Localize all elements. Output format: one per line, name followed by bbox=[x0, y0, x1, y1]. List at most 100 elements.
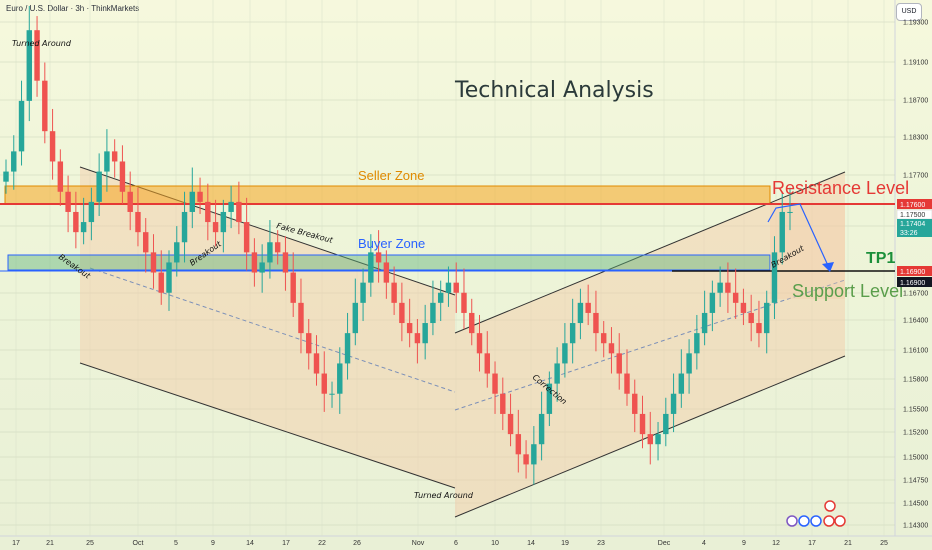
candle-body bbox=[414, 333, 421, 344]
candle-body bbox=[569, 323, 576, 344]
candle-body bbox=[763, 302, 770, 334]
flag-event-icon-3[interactable] bbox=[823, 515, 835, 527]
x-tick-label: 25 bbox=[880, 540, 888, 547]
svg-text:1.17404: 1.17404 bbox=[900, 221, 925, 228]
flag-event-icon-5[interactable] bbox=[824, 500, 836, 512]
candle-body bbox=[282, 252, 289, 273]
price-tag-support-red: 1.16900 bbox=[897, 266, 932, 276]
candle-body bbox=[274, 242, 281, 253]
candle-body bbox=[259, 262, 265, 273]
candle-body bbox=[756, 323, 762, 334]
candle-body bbox=[562, 343, 568, 364]
candle-body bbox=[337, 363, 343, 394]
flag-event-icon[interactable] bbox=[798, 515, 810, 527]
flag-event-icon-4[interactable] bbox=[834, 515, 846, 527]
candle-body bbox=[507, 413, 514, 435]
candle-body bbox=[484, 353, 490, 374]
candle-body bbox=[406, 323, 413, 334]
x-tick-label: 22 bbox=[318, 540, 326, 547]
analysis-title: Technical Analysis bbox=[454, 78, 654, 103]
candle-body bbox=[321, 373, 327, 394]
candle-body bbox=[771, 252, 778, 303]
x-tick-label: Nov bbox=[412, 540, 425, 547]
x-tick-label: 19 bbox=[561, 540, 569, 547]
candle-body bbox=[655, 434, 661, 445]
svg-text:1.16900: 1.16900 bbox=[900, 280, 925, 287]
y-tick-label: 1.16400 bbox=[903, 318, 928, 325]
buyer-zone-label: Buyer Zone bbox=[358, 236, 425, 251]
candle-body bbox=[368, 252, 374, 283]
candle-body bbox=[174, 242, 180, 263]
time-axis[interactable]: 17 21 25 Oct 5 9 14 17 22 26 Nov 6 10 14 19 23 Dec 4 9 12 17… bbox=[12, 540, 888, 547]
y-tick-label: 1.16700 bbox=[903, 291, 928, 298]
x-tick-label: 17 bbox=[282, 540, 290, 547]
candle-body bbox=[104, 151, 110, 172]
candle-body bbox=[11, 151, 17, 172]
event-icons[interactable] bbox=[786, 500, 846, 527]
candle-body bbox=[18, 100, 25, 152]
y-tick-label: 1.15800 bbox=[903, 377, 928, 384]
candle-body bbox=[787, 211, 793, 213]
candle-body bbox=[375, 252, 382, 263]
candle-body bbox=[740, 302, 747, 313]
candle-body bbox=[725, 282, 731, 293]
candle-body bbox=[127, 191, 133, 212]
candle-body bbox=[437, 292, 444, 303]
y-tick-label: 1.14500 bbox=[903, 501, 928, 508]
x-tick-label: 23 bbox=[597, 540, 605, 547]
candle-body bbox=[26, 30, 33, 101]
candle-body bbox=[732, 292, 739, 303]
candle-body bbox=[608, 343, 615, 354]
candle-body bbox=[476, 333, 483, 354]
currency-button[interactable]: USD bbox=[896, 3, 922, 21]
candle-body bbox=[49, 131, 56, 162]
candle-body bbox=[445, 282, 452, 293]
x-tick-label: 14 bbox=[246, 540, 254, 547]
x-tick-label: 5 bbox=[174, 540, 178, 547]
x-tick-label: 17 bbox=[808, 540, 816, 547]
descending-channel-lower bbox=[79, 362, 456, 489]
x-tick-label: 21 bbox=[844, 540, 852, 547]
x-tick-label: 10 bbox=[491, 540, 499, 547]
x-tick-label: Oct bbox=[133, 540, 144, 547]
candle-body bbox=[243, 222, 250, 253]
resistance-label: Resistance Level bbox=[772, 178, 909, 198]
y-tick-label: 1.19100 bbox=[903, 60, 928, 67]
price-tag-current: 1.17404 33:26 bbox=[897, 219, 932, 237]
candle-body bbox=[150, 252, 157, 273]
candle-body bbox=[3, 171, 9, 182]
candle-body bbox=[694, 333, 700, 354]
flag-event-icon-2[interactable] bbox=[810, 515, 822, 527]
candle-body bbox=[624, 373, 630, 394]
y-tick-label: 1.18700 bbox=[903, 98, 928, 105]
candle-body bbox=[709, 292, 716, 313]
candle-body bbox=[80, 222, 87, 233]
price-axis[interactable]: 1.193001.191001.187001.183001.177001.171… bbox=[903, 20, 928, 530]
seller-zone-label: Seller Zone bbox=[358, 168, 424, 183]
support-label: Support Level bbox=[792, 281, 903, 301]
candle-body bbox=[329, 393, 335, 395]
descending-channel-midline bbox=[89, 267, 456, 393]
y-tick-label: 1.14750 bbox=[903, 478, 928, 485]
candle-body bbox=[538, 413, 545, 445]
candle-body bbox=[236, 201, 242, 223]
tp1-label: TP1 bbox=[866, 250, 895, 267]
price-tag-high: 1.17500 bbox=[896, 209, 932, 220]
lightning-event-icon[interactable] bbox=[786, 515, 798, 527]
ascending-channel-midline bbox=[454, 279, 846, 411]
x-tick-label: 9 bbox=[742, 540, 746, 547]
x-tick-label: 6 bbox=[454, 540, 458, 547]
candle-body bbox=[181, 211, 188, 243]
candle-body bbox=[670, 393, 677, 414]
candle-body bbox=[306, 333, 312, 354]
candle-body bbox=[212, 222, 219, 233]
candle-body bbox=[779, 211, 785, 253]
candle-body bbox=[701, 312, 708, 334]
candle-body bbox=[57, 161, 64, 192]
candle-body bbox=[352, 302, 359, 334]
candle-body bbox=[717, 282, 723, 293]
y-tick-label: 1.15500 bbox=[903, 407, 928, 414]
x-tick-label: 14 bbox=[527, 540, 535, 547]
